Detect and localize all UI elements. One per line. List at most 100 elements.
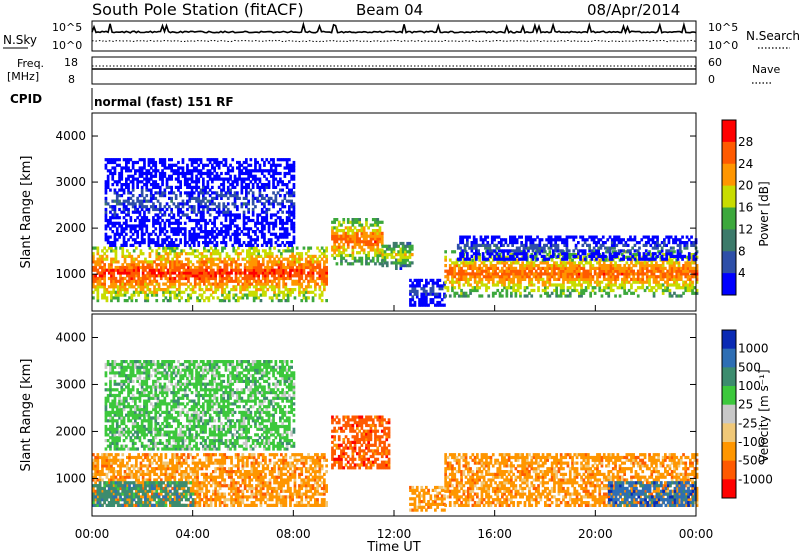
power-cell bbox=[349, 240, 352, 244]
power-cell bbox=[192, 210, 196, 214]
power-cell bbox=[523, 269, 527, 273]
power-cell bbox=[638, 252, 641, 256]
power-cell bbox=[179, 191, 182, 195]
power-cell bbox=[607, 275, 611, 279]
power-cell bbox=[150, 268, 154, 272]
power-cell bbox=[122, 243, 126, 247]
power-cell bbox=[309, 257, 313, 261]
power-cell bbox=[290, 174, 293, 178]
power-cell bbox=[143, 160, 146, 165]
power-cell bbox=[510, 261, 513, 265]
power-cell bbox=[444, 294, 447, 298]
power-cell bbox=[534, 269, 538, 273]
power-cell bbox=[418, 300, 421, 305]
power-cell bbox=[171, 249, 174, 253]
power-cell bbox=[613, 254, 616, 258]
power-cell bbox=[550, 266, 554, 270]
power-cell bbox=[251, 238, 255, 242]
power-cell bbox=[436, 278, 439, 282]
power-cell bbox=[227, 290, 231, 294]
power-cell bbox=[121, 279, 125, 283]
power-cell bbox=[136, 183, 139, 187]
power-cell bbox=[436, 300, 439, 305]
power-cell bbox=[280, 276, 283, 281]
power-cell bbox=[134, 207, 137, 212]
power-cell bbox=[116, 296, 120, 300]
power-cell bbox=[113, 158, 117, 162]
power-cell bbox=[162, 249, 165, 253]
power-cell bbox=[191, 263, 195, 267]
power-cell bbox=[549, 238, 553, 242]
power-cell bbox=[456, 246, 460, 250]
power-cell bbox=[249, 227, 253, 231]
power-cell bbox=[152, 202, 155, 206]
power-cell bbox=[546, 294, 549, 298]
power-cell bbox=[222, 163, 226, 167]
power-cell bbox=[360, 256, 364, 260]
power-cell bbox=[587, 283, 590, 287]
power-cell bbox=[652, 272, 656, 276]
power-cell bbox=[128, 296, 131, 300]
power-cell bbox=[274, 218, 278, 223]
power-cell bbox=[556, 238, 560, 242]
power-cell bbox=[528, 269, 531, 273]
power-cell bbox=[125, 218, 128, 223]
power-cell bbox=[109, 221, 112, 225]
power-cell bbox=[607, 283, 611, 287]
power-cell bbox=[371, 231, 375, 235]
power-cell bbox=[673, 280, 676, 284]
power-cell bbox=[264, 276, 267, 281]
power-cell bbox=[286, 265, 290, 270]
power-cell bbox=[177, 210, 180, 214]
power-cell bbox=[272, 224, 275, 228]
power-cell bbox=[111, 213, 115, 217]
power-cell bbox=[632, 277, 635, 281]
power-cell bbox=[614, 275, 617, 279]
power-cell bbox=[227, 254, 231, 258]
power-cell bbox=[250, 260, 254, 264]
power-cell bbox=[207, 271, 211, 275]
power-cell bbox=[358, 256, 361, 260]
power-cell bbox=[174, 221, 178, 225]
power-cell bbox=[113, 188, 117, 192]
power-cell bbox=[206, 241, 210, 245]
power-cell bbox=[314, 254, 317, 258]
power-cell bbox=[502, 243, 505, 247]
power-cell bbox=[199, 210, 203, 214]
power-cell bbox=[582, 266, 586, 270]
power-cell bbox=[277, 274, 281, 278]
power-cell bbox=[501, 261, 504, 265]
power-cell bbox=[273, 246, 276, 250]
power-cell bbox=[207, 299, 211, 303]
power-cell bbox=[155, 254, 159, 258]
power-cell bbox=[337, 234, 341, 238]
power-cell bbox=[575, 275, 579, 279]
power-cell bbox=[272, 160, 275, 165]
power-cell bbox=[679, 277, 683, 281]
power-cell bbox=[472, 243, 476, 247]
power-cell bbox=[300, 263, 304, 267]
power-cell bbox=[286, 263, 290, 267]
power-cell bbox=[522, 249, 526, 253]
power-cell bbox=[579, 235, 582, 239]
power-cell bbox=[255, 279, 258, 283]
power-cell bbox=[230, 257, 233, 261]
power-cell bbox=[292, 207, 296, 212]
power-cell bbox=[608, 235, 612, 239]
power-cell bbox=[617, 241, 621, 245]
power-cell bbox=[217, 232, 221, 236]
power-cell bbox=[141, 290, 145, 294]
power-cell bbox=[273, 285, 276, 289]
power-cell bbox=[627, 275, 631, 279]
power-cell bbox=[139, 252, 143, 256]
power-cell bbox=[666, 288, 669, 293]
power-cell bbox=[247, 199, 250, 203]
power-cell bbox=[455, 291, 459, 295]
power-cell bbox=[565, 246, 569, 250]
power-cell bbox=[182, 265, 186, 270]
power-cell bbox=[598, 280, 602, 284]
power-cell bbox=[660, 254, 664, 258]
power-cell bbox=[127, 169, 130, 173]
power-cell bbox=[469, 291, 472, 295]
power-cell bbox=[211, 158, 214, 162]
